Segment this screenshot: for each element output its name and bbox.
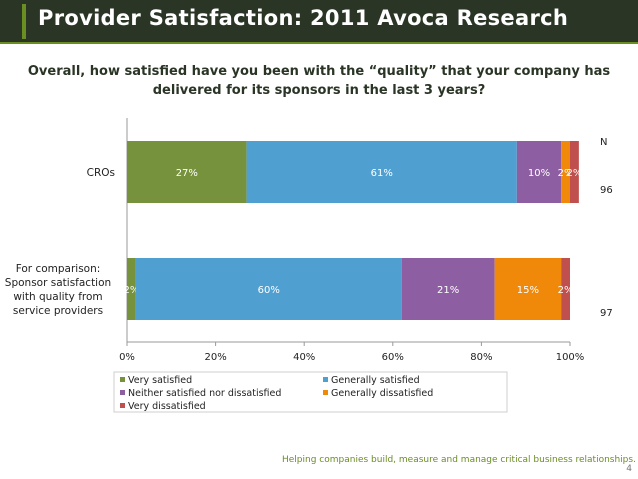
bar-segment-2-cat-2	[135, 258, 402, 320]
title-rule	[0, 42, 638, 44]
x-tick-label: 0%	[119, 352, 135, 363]
legend-box	[113, 371, 508, 413]
x-tick-label: 80%	[470, 352, 492, 363]
bar-segment-4-cat-2	[494, 258, 562, 320]
bar-segment-3-cat-1	[516, 141, 562, 203]
bar-data-label: 21%	[437, 285, 459, 296]
bar-data-label: 2%	[558, 168, 574, 179]
legend-label-1: Very satisfied	[128, 375, 192, 386]
legend-swatch-1	[120, 377, 125, 382]
title-bar	[0, 0, 638, 42]
category-label: For comparison:	[16, 263, 101, 275]
n-header: N	[600, 137, 607, 148]
bar-segment-5-cat-2	[561, 258, 570, 320]
n-value: 97	[600, 308, 613, 319]
footer-tagline: Helping companies build, measure and man…	[282, 455, 636, 465]
bar-segment-1-cat-1	[127, 141, 247, 203]
x-tick-label: 20%	[204, 352, 226, 363]
bar-segment-2-cat-1	[246, 141, 517, 203]
legend-label-3: Neither satisfied nor dissatisfied	[128, 388, 281, 399]
bar-data-label: 2%	[123, 285, 139, 296]
bar-segment-5-cat-1	[570, 141, 579, 203]
legend-label-4: Generally dissatisfied	[331, 388, 433, 399]
bar-segment-3-cat-2	[401, 258, 495, 320]
bar-data-label: 2%	[566, 168, 582, 179]
category-label: Sponsor satisfaction	[5, 277, 111, 289]
legend-swatch-5	[120, 403, 125, 408]
bar-data-label: 10%	[528, 168, 550, 179]
legend-swatch-2	[323, 377, 328, 382]
title-accent	[22, 4, 26, 39]
bar-data-label: 61%	[371, 168, 393, 179]
legend-swatch-4	[323, 390, 328, 395]
legend-label-5: Very dissatisfied	[128, 401, 206, 412]
category-label: service providers	[13, 305, 103, 317]
page-number: 4	[626, 464, 632, 474]
slide-title: Provider Satisfaction: 2011 Avoca Resear…	[38, 6, 569, 30]
bar-segment-4-cat-1	[561, 141, 570, 203]
bar-data-label: 60%	[258, 285, 280, 296]
survey-question: Overall, how satisfied have you been wit…	[27, 64, 611, 98]
bar-data-label: 15%	[517, 285, 539, 296]
legend-label-2: Generally satisfied	[331, 375, 420, 386]
x-tick-label: 60%	[382, 352, 404, 363]
x-tick-label: 100%	[556, 352, 585, 363]
bar-data-label: 2%	[558, 285, 574, 296]
x-tick-label: 40%	[293, 352, 315, 363]
bar-data-label: 27%	[176, 168, 198, 179]
bar-segment-1-cat-2	[127, 258, 136, 320]
category-label: with quality from	[13, 291, 102, 303]
n-value: 96	[600, 185, 613, 196]
category-label: CROs	[87, 167, 115, 179]
legend-swatch-3	[120, 390, 125, 395]
